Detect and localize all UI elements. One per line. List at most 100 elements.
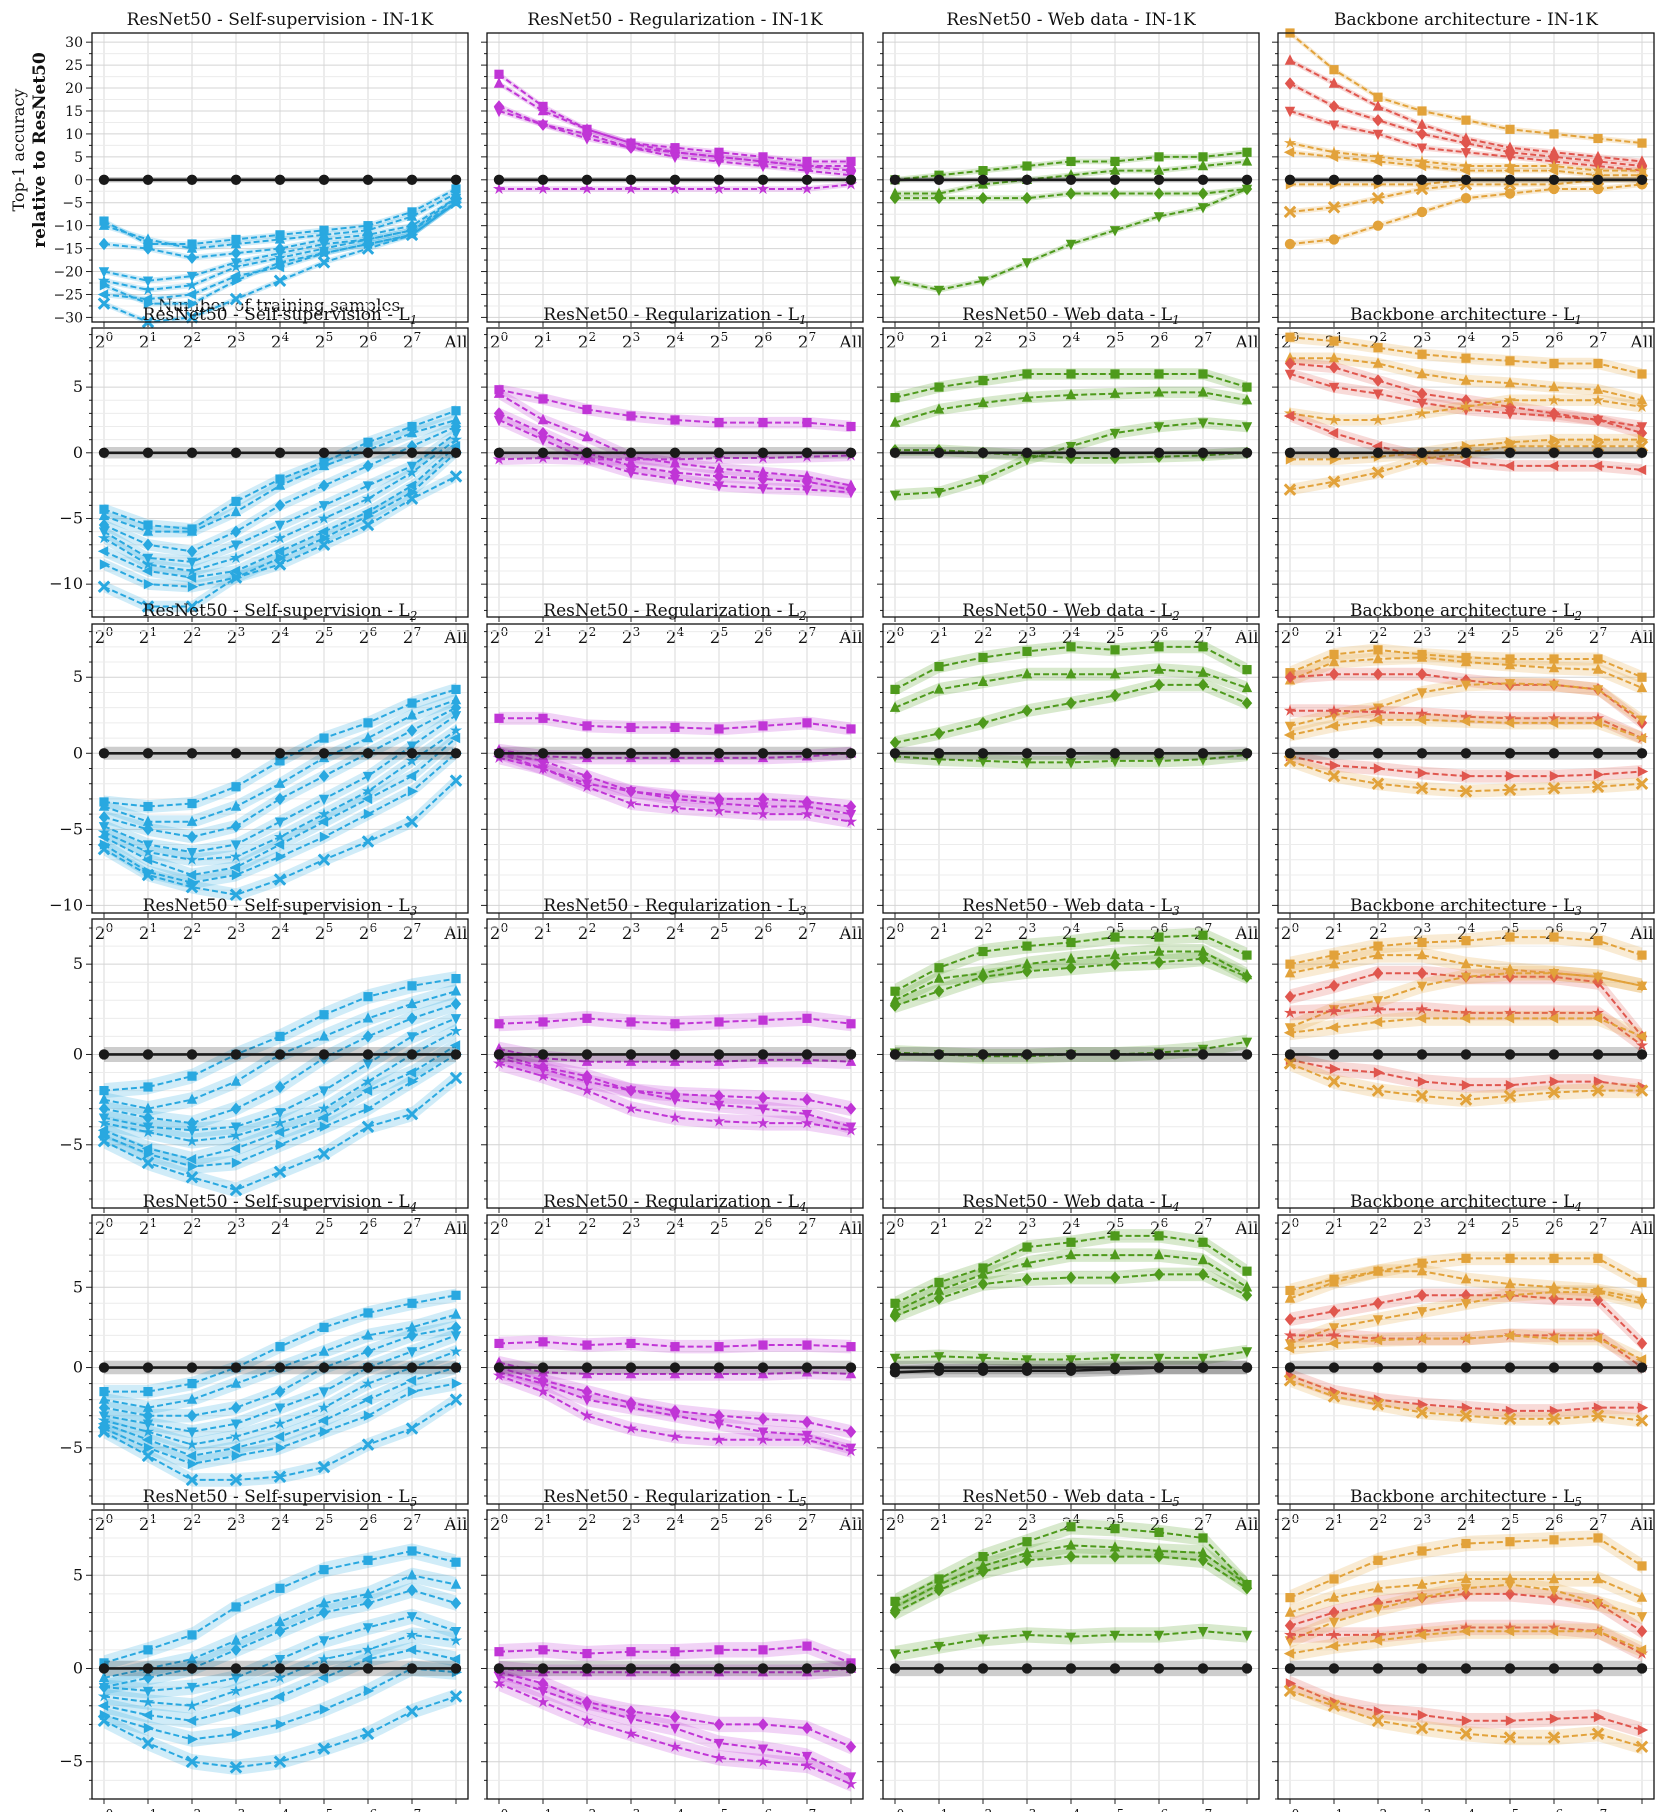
data-point — [537, 174, 549, 185]
data-point — [185, 853, 199, 865]
data-point — [186, 271, 198, 283]
data-point — [186, 447, 198, 458]
data-point — [1197, 174, 1209, 185]
y-tick-label: 0 — [73, 443, 83, 462]
data-point-b — [97, 1134, 111, 1148]
panel-title: ResNet50 - Self-supervision - IN-1K — [127, 10, 434, 30]
x-tick-label: 27 — [1194, 330, 1212, 353]
data-point-b — [449, 774, 463, 787]
data-point — [229, 1430, 243, 1442]
data-point — [669, 474, 681, 486]
data-point — [1372, 114, 1384, 127]
data-point — [1549, 654, 1559, 664]
data-point — [142, 1111, 154, 1124]
data-point — [1372, 374, 1384, 387]
data-point — [1284, 1663, 1296, 1674]
data-point — [800, 182, 814, 195]
y-tick-label: −10 — [49, 574, 83, 593]
data-point — [1109, 668, 1121, 679]
series-group — [97, 682, 463, 902]
panel-title: Backbone architecture - L3 — [1350, 896, 1582, 918]
data-point — [1460, 174, 1472, 185]
data-point — [978, 946, 988, 957]
x-tick-label: 23 — [622, 1807, 640, 1812]
data-point — [1548, 380, 1560, 392]
data-point — [450, 1014, 462, 1025]
data-point — [1109, 756, 1121, 768]
data-point — [1373, 645, 1383, 655]
data-point — [1065, 239, 1077, 251]
data-point — [1549, 1076, 1561, 1087]
data-point — [231, 869, 243, 881]
data-point — [406, 997, 418, 1009]
data-point — [1021, 958, 1033, 969]
confidence-band — [104, 708, 456, 859]
series-0 — [99, 682, 461, 814]
data-point-b — [361, 518, 375, 532]
data-point — [1284, 990, 1296, 1003]
x-tick-label: 26 — [359, 330, 377, 353]
data-point — [274, 1663, 286, 1674]
data-point — [1592, 1663, 1604, 1674]
data-point — [1547, 1086, 1561, 1099]
data-point-b — [1327, 1075, 1341, 1088]
data-point — [406, 447, 418, 458]
data-point — [362, 447, 374, 458]
data-point — [274, 1362, 286, 1373]
data-point — [581, 1049, 593, 1060]
data-point — [1066, 642, 1076, 652]
data-point — [1329, 950, 1339, 960]
series-3 — [493, 414, 857, 499]
data-point — [1021, 758, 1033, 769]
data-point — [536, 1385, 550, 1397]
data-point — [1417, 937, 1427, 948]
data-point — [1328, 447, 1340, 458]
data-point — [229, 260, 243, 273]
data-point — [1241, 748, 1253, 759]
data-point — [186, 830, 198, 844]
data-point — [1328, 668, 1340, 681]
data-point — [1504, 447, 1516, 458]
confidence-band — [104, 701, 456, 844]
data-point — [273, 558, 287, 571]
data-point — [231, 496, 241, 506]
baseline-series — [889, 1046, 1253, 1062]
data-point — [275, 474, 285, 484]
y-tick-label: −5 — [59, 819, 83, 838]
data-point — [1327, 1075, 1341, 1088]
data-point — [625, 447, 637, 458]
data-point — [713, 1049, 725, 1060]
data-point — [1459, 710, 1473, 722]
data-point — [1592, 383, 1604, 394]
y-tick-label: −10 — [49, 895, 83, 914]
panel-5-3: Backbone architecture - L5 20 21 22 23 24 25 26… — [1272, 1487, 1655, 1812]
data-point — [977, 1362, 989, 1373]
data-point — [1637, 672, 1647, 682]
data-point — [318, 1030, 330, 1041]
data-point — [1021, 174, 1033, 185]
data-point — [1154, 932, 1164, 942]
data-point — [493, 174, 505, 185]
data-point-b — [361, 835, 375, 848]
panel-title: ResNet50 - Self-supervision - L2 — [143, 601, 418, 623]
data-point — [889, 1353, 901, 1365]
data-point — [361, 518, 375, 532]
data-point — [274, 479, 286, 490]
panel-title: Backbone architecture - L4 — [1350, 1192, 1582, 1214]
confidence-band — [104, 1376, 456, 1471]
data-point — [890, 684, 900, 695]
data-point — [581, 430, 593, 442]
data-point — [1592, 1362, 1604, 1373]
data-point — [1327, 704, 1341, 716]
series-4 — [492, 751, 858, 829]
data-point — [1021, 668, 1033, 679]
data-point — [1547, 393, 1561, 406]
data-point — [1283, 1057, 1297, 1070]
x-tick-label: 26 — [1545, 1807, 1563, 1812]
data-point — [1548, 661, 1560, 673]
series-5 — [1283, 147, 1647, 181]
data-point — [1284, 357, 1296, 370]
data-point — [1504, 188, 1516, 199]
data-point-b — [449, 196, 463, 209]
